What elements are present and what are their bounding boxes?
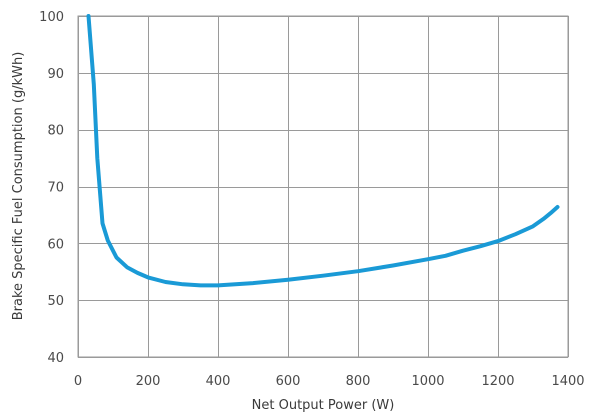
- bsfc-series-line: [86, 14, 560, 288]
- y-tick-label: 40: [47, 351, 64, 366]
- x-tick-label: 200: [136, 374, 161, 389]
- y-tick-label: 60: [47, 237, 64, 252]
- y-tick-label: 90: [47, 67, 64, 82]
- x-tick-labels: 0 200 400 600 800 1000 1200 1400: [74, 374, 585, 389]
- x-tick-label: 800: [346, 374, 371, 389]
- y-tick-label: 80: [47, 124, 64, 139]
- x-tick-label: 600: [276, 374, 301, 389]
- y-tick-label: 100: [39, 10, 64, 25]
- y-tick-label: 50: [47, 294, 64, 309]
- y-tick-labels: 40 50 60 70 80 90 100: [39, 10, 64, 366]
- x-axis-label: Net Output Power (W): [252, 398, 395, 413]
- x-tick-label: 1000: [411, 374, 444, 389]
- x-tick-label: 1400: [551, 374, 584, 389]
- y-axis-label: Brake Specific Fuel Consumption (g/kWh): [11, 52, 26, 321]
- x-tick-label: 1200: [481, 374, 514, 389]
- plot-frame: [77, 15, 569, 358]
- x-tick-label: 0: [74, 374, 82, 389]
- y-tick-label: 70: [47, 181, 64, 196]
- grid: [78, 16, 569, 358]
- x-tick-label: 400: [206, 374, 231, 389]
